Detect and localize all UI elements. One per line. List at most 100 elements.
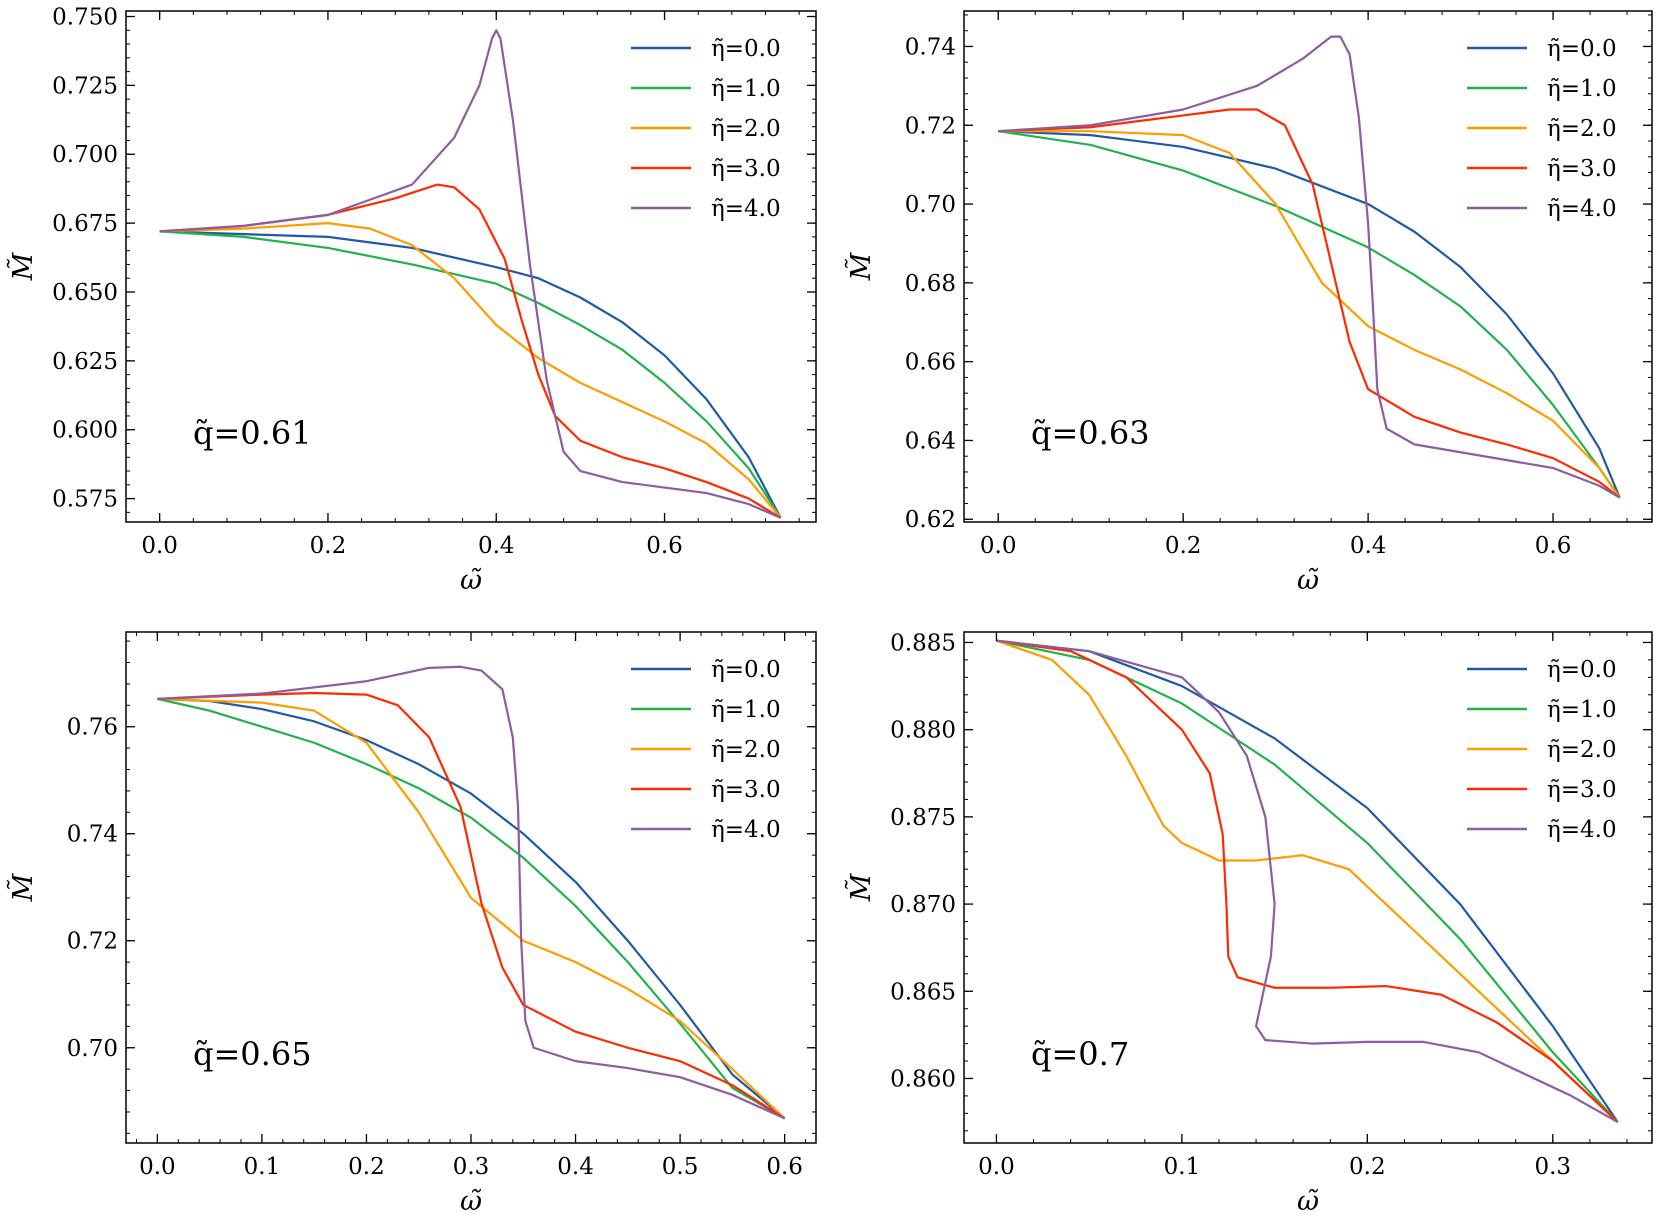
legend: η̃=0.0 η̃=1.0 η̃=2.0 η̃=3.0 η̃=4.0 bbox=[631, 36, 781, 222]
legend-label: η̃=4.0 bbox=[1547, 196, 1617, 222]
y-axis-label: M̃ bbox=[844, 872, 877, 902]
x-tick-label: 0.2 bbox=[1349, 1154, 1386, 1180]
x-tick-label: 0.6 bbox=[1535, 533, 1572, 559]
y-tick-label: 0.72 bbox=[67, 929, 118, 955]
x-tick-label: 0.2 bbox=[1165, 533, 1202, 559]
series-line-eta-0 bbox=[157, 697, 786, 1120]
y-tick-label: 0.875 bbox=[890, 805, 956, 831]
legend-label: η̃=3.0 bbox=[711, 777, 781, 803]
x-axis-label: ω̃ bbox=[1297, 565, 1319, 596]
y-tick-label: 0.885 bbox=[890, 630, 956, 656]
x-tick-label: 0.3 bbox=[1534, 1154, 1571, 1180]
x-axis-label: ω̃ bbox=[460, 565, 482, 596]
y-axis-label: M̃ bbox=[844, 251, 877, 281]
q-annotation: q̃=0.65 bbox=[193, 1035, 312, 1073]
y-tick-label: 0.66 bbox=[905, 350, 956, 376]
y-tick-label: 0.70 bbox=[905, 192, 956, 218]
y-tick-label: 0.62 bbox=[905, 507, 956, 533]
series-group bbox=[998, 35, 1621, 499]
series-group bbox=[157, 665, 786, 1120]
series-line-eta-3 bbox=[996, 639, 1619, 1123]
x-tick-label: 0.0 bbox=[141, 533, 178, 559]
y-tick-label: 0.880 bbox=[890, 718, 956, 744]
legend-label: η̃=3.0 bbox=[711, 156, 781, 182]
y-tick-label: 0.625 bbox=[52, 349, 118, 375]
x-tick-label: 0.4 bbox=[478, 533, 515, 559]
y-tick-label: 0.575 bbox=[52, 487, 118, 513]
y-tick-label: 0.725 bbox=[52, 73, 118, 99]
q-annotation: q̃=0.63 bbox=[1031, 414, 1150, 452]
series-line-eta-0 bbox=[996, 639, 1619, 1123]
legend-label: η̃=3.0 bbox=[1547, 156, 1617, 182]
q-annotation: q̃=0.61 bbox=[193, 414, 312, 452]
series-line-eta-4 bbox=[996, 639, 1619, 1124]
series-line-eta-2 bbox=[996, 639, 1619, 1123]
q-annotation: q̃=0.7 bbox=[1031, 1035, 1129, 1073]
legend-label: η̃=4.0 bbox=[711, 196, 781, 222]
series-line-eta-3 bbox=[157, 691, 786, 1120]
y-tick-label: 0.72 bbox=[905, 113, 956, 139]
series-line-eta-2 bbox=[159, 222, 782, 519]
series-group bbox=[159, 29, 782, 519]
legend-label: η̃=0.0 bbox=[711, 657, 781, 683]
series-line-eta-0 bbox=[159, 230, 782, 519]
plot-frame bbox=[125, 10, 817, 523]
x-tick-label: 0.2 bbox=[310, 533, 347, 559]
x-tick-label: 0.3 bbox=[453, 1154, 490, 1180]
legend-label: η̃=1.0 bbox=[711, 76, 781, 102]
legend-label: η̃=2.0 bbox=[711, 737, 781, 763]
series-line-eta-2 bbox=[998, 130, 1621, 499]
y-tick-label: 0.865 bbox=[890, 979, 956, 1005]
series-group bbox=[996, 639, 1619, 1124]
series-line-eta-1 bbox=[159, 230, 782, 519]
legend-label: η̃=1.0 bbox=[1547, 697, 1617, 723]
x-tick-label: 0.2 bbox=[348, 1154, 385, 1180]
series-line-eta-3 bbox=[998, 108, 1621, 499]
y-tick-label: 0.675 bbox=[52, 211, 118, 237]
y-tick-label: 0.70 bbox=[67, 1036, 118, 1062]
chart-panel-1: 0.0 0.2 0.4 0.6 0.575 0.600 0.625 0.650 0.675 0.7… bbox=[6, 5, 817, 596]
plot-frame bbox=[963, 10, 1653, 523]
x-axis-label: ω̃ bbox=[1297, 1186, 1319, 1217]
y-tick-label: 0.750 bbox=[52, 5, 118, 31]
y-tick-label: 0.76 bbox=[67, 715, 118, 741]
series-line-eta-4 bbox=[157, 665, 786, 1120]
legend: η̃=0.0 η̃=1.0 η̃=2.0 η̃=3.0 η̃=4.0 bbox=[1467, 36, 1617, 222]
y-tick-label: 0.74 bbox=[905, 34, 956, 60]
x-tick-label: 0.6 bbox=[766, 1154, 803, 1180]
legend-label: η̃=2.0 bbox=[711, 116, 781, 142]
legend-label: η̃=4.0 bbox=[1547, 817, 1617, 843]
series-line-eta-4 bbox=[998, 35, 1621, 499]
y-tick-label: 0.600 bbox=[52, 418, 118, 444]
y-axis-label: M̃ bbox=[6, 251, 39, 281]
y-tick-label: 0.64 bbox=[905, 428, 956, 454]
legend-label: η̃=1.0 bbox=[1547, 76, 1617, 102]
series-line-eta-2 bbox=[157, 697, 786, 1120]
y-tick-label: 0.700 bbox=[52, 142, 118, 168]
chart-panel-2: 0.0 0.2 0.4 0.6 0.62 0.64 0.66 0.68 0.70 0.72 0.74… bbox=[844, 10, 1653, 596]
legend: η̃=0.0 η̃=1.0 η̃=2.0 η̃=3.0 η̃=4.0 bbox=[1467, 657, 1617, 843]
series-line-eta-4 bbox=[159, 29, 782, 519]
y-tick-label: 0.870 bbox=[890, 892, 956, 918]
x-tick-label: 0.0 bbox=[980, 533, 1017, 559]
legend-label: η̃=0.0 bbox=[711, 36, 781, 62]
x-tick-label: 0.0 bbox=[139, 1154, 176, 1180]
y-tick-label: 0.650 bbox=[52, 280, 118, 306]
series-line-eta-1 bbox=[998, 130, 1621, 499]
legend: η̃=0.0 η̃=1.0 η̃=2.0 η̃=3.0 η̃=4.0 bbox=[631, 657, 781, 843]
legend-label: η̃=3.0 bbox=[1547, 777, 1617, 803]
legend-label: η̃=2.0 bbox=[1547, 116, 1617, 142]
x-tick-label: 0.6 bbox=[646, 533, 683, 559]
legend-label: η̃=0.0 bbox=[1547, 36, 1617, 62]
y-tick-label: 0.860 bbox=[890, 1066, 956, 1092]
chart-panel-3: 0.0 0.1 0.2 0.3 0.4 0.5 0.6 0.70 0.72 0.74 0.76 ω̃ M… bbox=[6, 631, 817, 1217]
chart-panel-4: 0.0 0.1 0.2 0.3 0.860 0.865 0.870 0.875 0.880 0.8… bbox=[844, 630, 1653, 1217]
y-axis-label: M̃ bbox=[6, 872, 39, 902]
legend-label: η̃=1.0 bbox=[711, 697, 781, 723]
x-tick-label: 0.1 bbox=[1164, 1154, 1201, 1180]
legend-label: η̃=2.0 bbox=[1547, 737, 1617, 763]
series-line-eta-0 bbox=[998, 130, 1621, 498]
x-tick-label: 0.4 bbox=[557, 1154, 594, 1180]
series-line-eta-3 bbox=[159, 183, 782, 519]
